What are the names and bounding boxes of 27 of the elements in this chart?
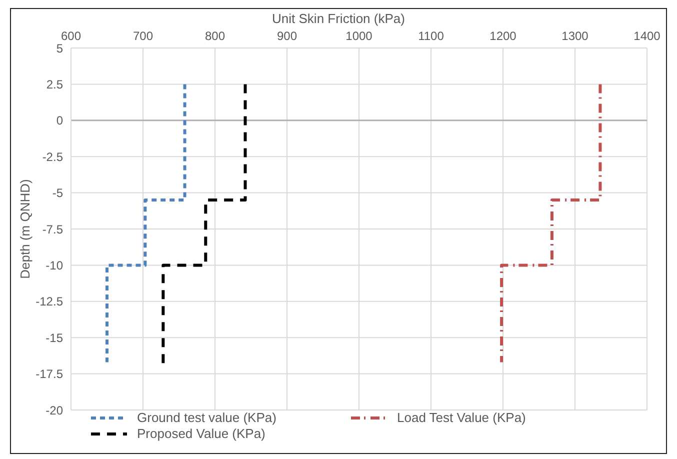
- y-tick-label: -7.5: [42, 222, 64, 236]
- y-axis-title: Depth (m QNHD): [18, 179, 33, 279]
- y-tick-label: 2.5: [46, 77, 64, 92]
- legend-label: Proposed Value (KPa): [137, 426, 266, 442]
- legend-label: Load Test Value (KPa): [397, 410, 526, 426]
- x-tick-label: 1000: [346, 29, 373, 43]
- y-tick-label: -17.5: [36, 367, 64, 382]
- x-tick-label: 900: [276, 29, 298, 43]
- x-tick-label: 700: [132, 29, 154, 43]
- x-tick-label: 800: [204, 29, 226, 43]
- x-tick-label: 1200: [490, 29, 517, 43]
- x-tick-label: 1400: [634, 29, 661, 43]
- y-tick-label: -20: [46, 403, 64, 418]
- y-tick-label: -5: [52, 186, 64, 200]
- y-tick-label: -12.5: [36, 294, 64, 309]
- line-series: [500, 82, 602, 364]
- x-axis-title: Unit Skin Friction (kPa): [271, 11, 406, 26]
- y-tick-label: 0: [56, 114, 64, 128]
- y-tick-label: -2.5: [42, 150, 64, 164]
- legend-label: Ground test value (KPa): [137, 410, 276, 426]
- y-tick-label: -15: [46, 330, 64, 345]
- y-tick-label: -10: [46, 258, 64, 272]
- x-tick-label: 1100: [418, 29, 444, 43]
- line-series: [106, 82, 186, 364]
- x-tick-label: 600: [60, 29, 82, 43]
- y-tick-label: 5: [56, 41, 64, 56]
- x-tick-label: 1300: [562, 29, 589, 43]
